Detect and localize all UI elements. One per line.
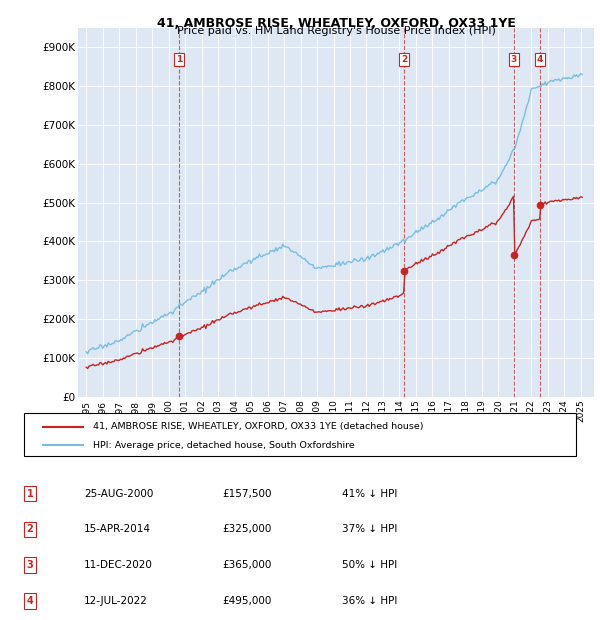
Text: HPI: Average price, detached house, South Oxfordshire: HPI: Average price, detached house, Sout… [93,441,355,450]
Text: £325,000: £325,000 [222,525,271,534]
Text: 41, AMBROSE RISE, WHEATLEY, OXFORD, OX33 1YE: 41, AMBROSE RISE, WHEATLEY, OXFORD, OX33… [157,17,515,30]
Text: 41% ↓ HPI: 41% ↓ HPI [342,489,397,498]
Text: 41, AMBROSE RISE, WHEATLEY, OXFORD, OX33 1YE (detached house): 41, AMBROSE RISE, WHEATLEY, OXFORD, OX33… [93,422,424,432]
Text: 36% ↓ HPI: 36% ↓ HPI [342,596,397,606]
Text: 25-AUG-2000: 25-AUG-2000 [84,489,154,498]
Text: 37% ↓ HPI: 37% ↓ HPI [342,525,397,534]
Text: Price paid vs. HM Land Registry's House Price Index (HPI): Price paid vs. HM Land Registry's House … [176,26,496,36]
Text: 50% ↓ HPI: 50% ↓ HPI [342,560,397,570]
Text: 1: 1 [176,55,182,64]
Text: 3: 3 [26,560,34,570]
Text: £365,000: £365,000 [222,560,271,570]
Text: 12-JUL-2022: 12-JUL-2022 [84,596,148,606]
Text: 4: 4 [537,55,543,64]
FancyBboxPatch shape [24,414,576,456]
Text: 2: 2 [26,525,34,534]
Text: 1: 1 [26,489,34,498]
Text: 4: 4 [26,596,34,606]
Text: 3: 3 [511,55,517,64]
Text: £157,500: £157,500 [222,489,271,498]
Text: 11-DEC-2020: 11-DEC-2020 [84,560,153,570]
Text: 2: 2 [401,55,407,64]
Text: 15-APR-2014: 15-APR-2014 [84,525,151,534]
Text: £495,000: £495,000 [222,596,271,606]
